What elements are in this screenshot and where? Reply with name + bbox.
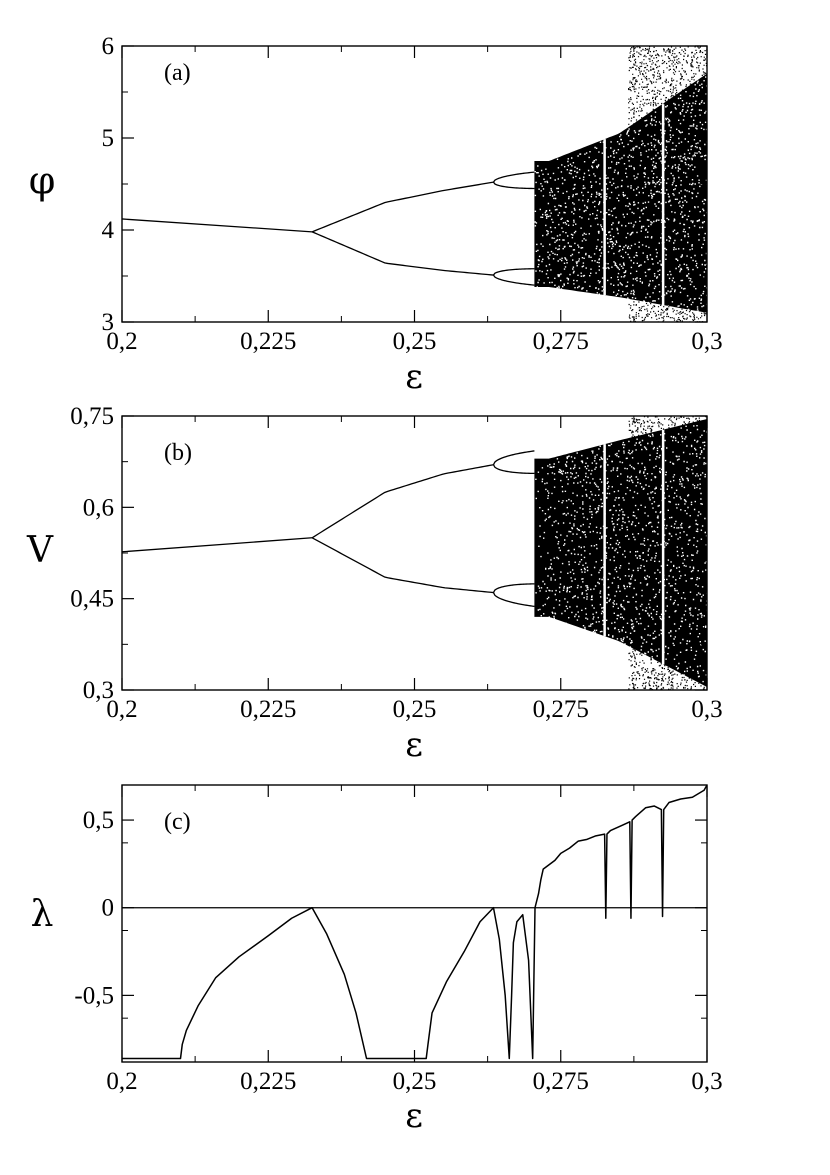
panel-c-xtick-label: 0,225	[240, 1068, 296, 1095]
panel-a-period4-lower-bottom	[492, 274, 535, 286]
panel-a-ytick-label: 6	[102, 33, 115, 60]
panel-b-period4-upper-top	[492, 450, 535, 466]
panel-b-ytick-label: 0,6	[83, 494, 114, 521]
panel-a-xtick-label: 0,3	[691, 328, 722, 355]
panel-a-period4-lower-top	[492, 268, 535, 276]
panel-a-period4-upper-bottom	[492, 181, 535, 190]
panel-a-period4-upper-top	[492, 171, 535, 183]
panel-a-xtick-label: 0,2	[106, 328, 137, 355]
panel-b-period1-branch	[122, 537, 313, 553]
panel-b-outer-scatter	[628, 416, 707, 690]
panel-a-xtick-label: 0,225	[240, 328, 296, 355]
panel-c-xtick-label: 0,25	[393, 1068, 437, 1095]
panel-b-bifurcation-v: 0,2 0,225 0,25 0,275 0,3 0,3 0,45 0,6 0,75 (b) ε…	[26, 403, 723, 765]
panel-c-y-axis-label: λ	[31, 894, 54, 935]
panel-b-y-axis-label: V	[26, 530, 54, 571]
panel-c-lyapunov-line	[122, 785, 707, 1060]
panel-a-ytick-label: 5	[102, 125, 115, 152]
panel-b-period4-upper-bottom	[492, 464, 535, 475]
panel-b-label: (b)	[164, 440, 192, 466]
panel-b-ytick-label: 0,45	[70, 586, 114, 613]
panel-b-chaos-band	[534, 419, 707, 687]
panel-c-ticks: 0,2 0,225 0,25 0,275 0,3 -0,5 0 0,5	[74, 785, 723, 1095]
panel-b-upper-branch	[311, 464, 494, 539]
panel-b-ticks: 0,2 0,225 0,25 0,275 0,3 0,3 0,45 0,6 0,75	[70, 403, 722, 723]
panel-b-xtick-label: 0,225	[240, 696, 296, 723]
panel-a-xtick-label: 0,275	[533, 328, 589, 355]
panel-a-bifurcation-phi: 0,2 0,225 0,25 0,275 0,3 3 4 5 6 (a) ε φ	[29, 33, 723, 397]
panel-b-ytick-label: 0,75	[70, 403, 114, 430]
panel-a-y-axis-label: φ	[29, 159, 56, 203]
panel-a-x-axis-label: ε	[405, 357, 423, 397]
panel-a-chaos-band	[534, 73, 707, 313]
panel-b-x-axis-label: ε	[405, 725, 423, 765]
panel-a-upper-branch	[311, 181, 494, 233]
panel-b-xtick-label: 0,3	[691, 696, 722, 723]
panel-b-xtick-label: 0,275	[533, 696, 589, 723]
panel-b-xtick-label: 0,2	[106, 696, 137, 723]
panel-c-label: (c)	[164, 809, 191, 835]
panel-a-label: (a)	[164, 60, 191, 86]
panel-b-xtick-label: 0,25	[393, 696, 437, 723]
panel-c-ytick-label: -0,5	[74, 982, 114, 1009]
panel-b-ytick-label: 0,3	[83, 677, 114, 704]
panel-a-lower-branch	[311, 231, 494, 276]
panel-b-lower-branch	[311, 537, 494, 594]
panel-b-period4-lower-top	[492, 583, 535, 593]
panel-c-xtick-label: 0,2	[106, 1068, 137, 1095]
panel-b-period4-lower-bottom	[492, 592, 535, 608]
panel-c-ytick-label: 0	[102, 895, 115, 922]
panel-c-xtick-label: 0,275	[533, 1068, 589, 1095]
panel-c-lyapunov: 0,2 0,225 0,25 0,275 0,3 -0,5 0 0,5 (c) ε λ	[31, 784, 723, 1136]
panel-a-ytick-label: 3	[102, 309, 115, 336]
panel-b-data	[122, 416, 707, 690]
panel-c-data	[122, 785, 707, 1060]
panel-a-xtick-label: 0,25	[393, 328, 437, 355]
panel-a-period1-branch	[122, 218, 313, 233]
panel-c-x-axis-label: ε	[405, 1096, 423, 1136]
panel-a-ticks: 0,2 0,225 0,25 0,275 0,3 3 4 5 6	[102, 33, 723, 355]
panel-c-xtick-label: 0,3	[691, 1068, 722, 1095]
panel-a-ytick-label: 4	[102, 217, 115, 244]
panel-a-chaos-speckle	[534, 75, 707, 313]
panel-c-ytick-label: 0,5	[83, 807, 114, 834]
panel-a-data	[122, 46, 707, 322]
